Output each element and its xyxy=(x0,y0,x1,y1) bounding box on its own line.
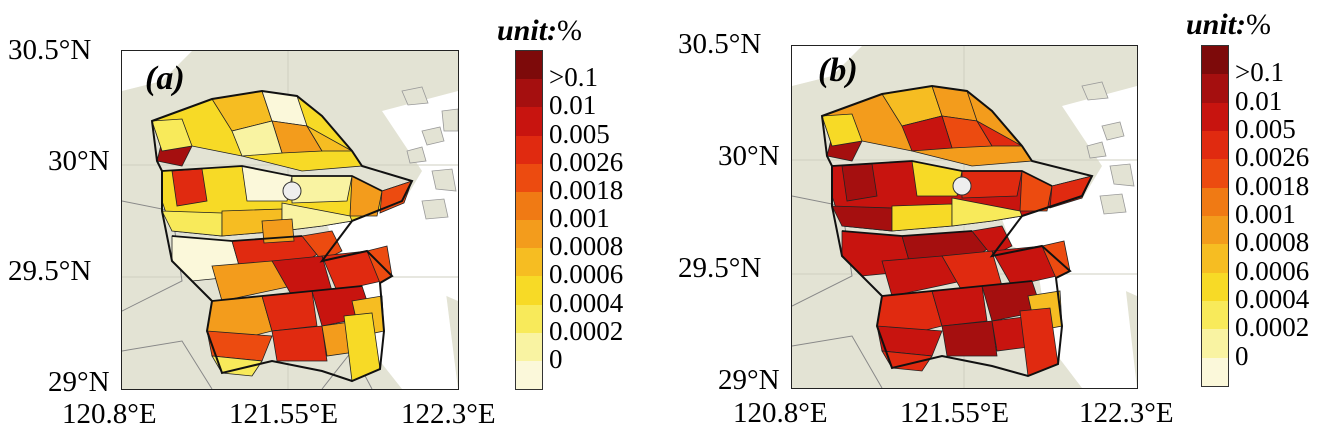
colorbar-tick-label: 0.001 xyxy=(549,203,610,233)
colorbar-tick-label: >0.1 xyxy=(549,62,598,93)
colorbar-tick-label: 0.0026 xyxy=(549,146,624,177)
colorbar-tick-label: 0.005 xyxy=(549,118,610,149)
colorbar-tick-label: 0.0004 xyxy=(1235,284,1310,314)
colorbar-segment xyxy=(1202,301,1228,330)
colorbar-tick-label: 0 xyxy=(1235,340,1249,371)
colorbar-tick-label: 0.0006 xyxy=(1235,255,1310,286)
colorbar-segment xyxy=(1202,46,1228,75)
colorbar-tick-label: 0.0008 xyxy=(1235,227,1310,258)
colorbar-tick-label: 0.0018 xyxy=(1235,170,1310,201)
colorbar-tick-label: 0.01 xyxy=(549,90,597,121)
colorbar-segment xyxy=(516,360,542,390)
colorbar-tick-label: 0.0006 xyxy=(549,259,624,290)
colorbar-segment xyxy=(516,304,542,334)
map-b xyxy=(791,45,1138,389)
unit-symbol: % xyxy=(557,14,583,47)
colorbar-segment xyxy=(1202,187,1228,217)
map-b-svg xyxy=(792,46,1137,388)
colorbar-segment xyxy=(516,191,542,221)
colorbar-tick-label: 0.0002 xyxy=(549,315,624,346)
colorbar-segment xyxy=(516,163,542,193)
panel-b: 30.5°N 30°N 29.5°N 29°N xyxy=(663,0,1326,442)
colorbar-segment xyxy=(1202,102,1228,132)
lat-label-30.5: 30.5°N xyxy=(8,34,92,66)
colorbar-tick-label: >0.1 xyxy=(1235,57,1284,88)
colorbar-segment xyxy=(1202,216,1228,245)
lon-label-120.8: 120.8°E xyxy=(733,397,828,429)
lat-label-30: 30°N xyxy=(48,145,110,177)
lon-label-122.3: 122.3°E xyxy=(401,398,496,430)
colorbar-tick-label: 0.005 xyxy=(1235,114,1296,144)
lat-label-30: 30°N xyxy=(718,140,780,172)
colorbar-tick-label: 0.0026 xyxy=(1235,142,1310,173)
colorbar-tick-label: 0.0002 xyxy=(1235,312,1310,343)
unit-word: unit: xyxy=(1186,8,1247,41)
colorbar-segment xyxy=(1202,131,1228,160)
colorbar-segment xyxy=(516,220,542,249)
colorbar-tick-label: 0.01 xyxy=(1235,85,1283,116)
lat-label-29.5: 29.5°N xyxy=(678,252,762,284)
colorbar-segment xyxy=(516,135,542,165)
panel-label-b: (b) xyxy=(818,52,858,89)
colorbar-segment xyxy=(1202,244,1228,274)
lon-label-120.8: 120.8°E xyxy=(62,398,157,430)
colorbar-segment xyxy=(1202,159,1228,189)
lat-label-30.5: 30.5°N xyxy=(678,28,762,60)
colorbar-b xyxy=(1201,45,1229,387)
colorbar-segment xyxy=(516,276,542,305)
colorbar-tick-label: 0 xyxy=(549,343,563,374)
lat-label-29: 29°N xyxy=(718,364,780,396)
colorbar-tick-label: 0.0008 xyxy=(549,231,624,262)
map-a-svg xyxy=(122,51,458,389)
colorbar-a xyxy=(515,50,543,390)
colorbar-tick-label: 0.001 xyxy=(1235,199,1296,229)
panel-label-a: (a) xyxy=(145,60,185,97)
lon-label-122.3: 122.3°E xyxy=(1079,397,1174,429)
unit-symbol: % xyxy=(1246,8,1272,41)
colorbar-tick-label: 0.0004 xyxy=(549,287,624,318)
lat-label-29: 29°N xyxy=(48,366,110,398)
colorbar-segment xyxy=(1202,272,1228,302)
colorbar-unit-b: unit:% xyxy=(1186,8,1271,42)
lat-label-29.5: 29.5°N xyxy=(8,255,92,287)
colorbar-segment xyxy=(516,79,542,108)
colorbar-segment xyxy=(516,248,542,277)
colorbar-segment xyxy=(516,51,542,80)
panel-a: 30.5°N 30°N 29.5°N 29°N xyxy=(8,14,624,430)
colorbar-segment xyxy=(1202,329,1228,359)
colorbar-segment xyxy=(516,107,542,136)
colorbar-segment xyxy=(1202,357,1228,387)
unit-word: unit: xyxy=(497,14,558,47)
colorbar-segment xyxy=(1202,74,1228,104)
lon-label-121.55: 121.55°E xyxy=(900,397,1010,429)
colorbar-segment xyxy=(516,332,542,362)
colorbar-tick-label: 0.0018 xyxy=(549,174,624,205)
map-a xyxy=(121,50,459,390)
colorbar-unit-a: unit:% xyxy=(497,14,582,48)
lon-label-121.55: 121.55°E xyxy=(229,398,339,430)
